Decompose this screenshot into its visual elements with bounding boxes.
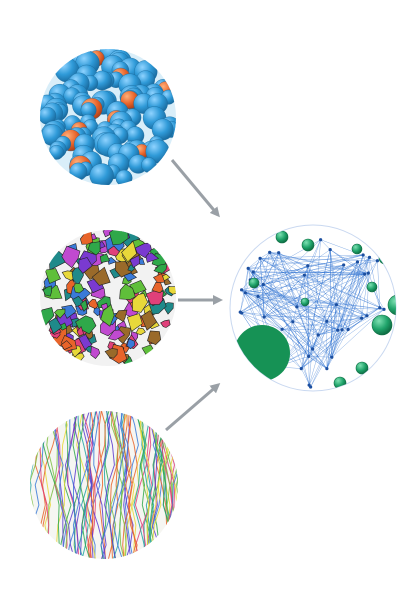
arrow-spheres-to-network [170,159,220,218]
arrow-fibers-to-network [165,383,221,432]
pore-network-icon [229,224,397,392]
colored-fragments-icon [40,230,176,366]
packed-spheres-icon [40,49,176,185]
fiber-strands-icon [30,411,178,559]
